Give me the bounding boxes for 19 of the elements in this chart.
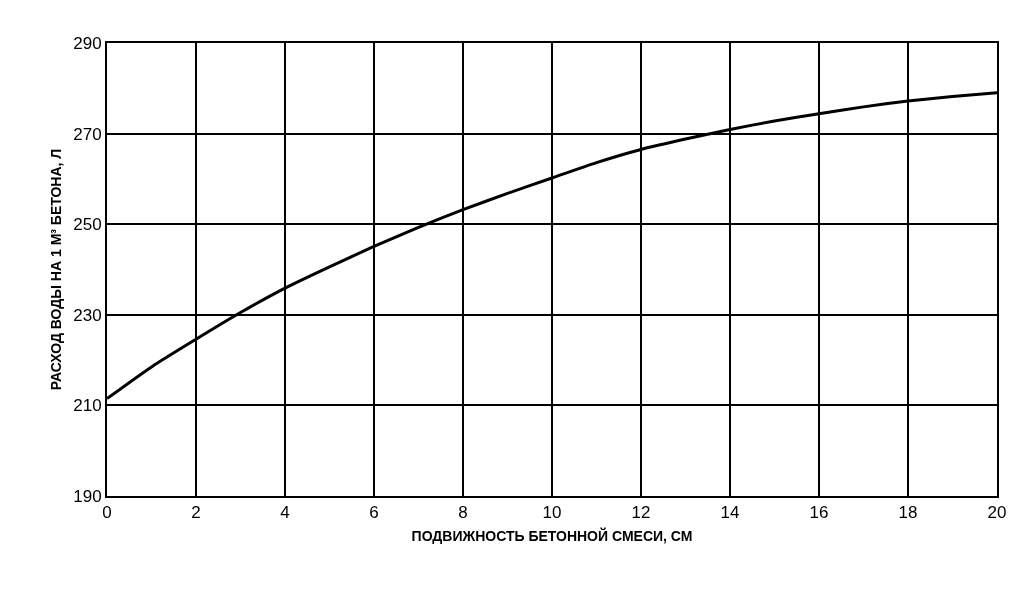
x-tick-label: 10	[542, 503, 562, 523]
y-tick-label: 230	[73, 305, 102, 325]
y-axis-title: РАСХОД ВОДЫ НА 1 М³ БЕТОНА, Л	[48, 148, 65, 391]
x-tick-label: 20	[987, 503, 1007, 523]
x-tick-label: 8	[458, 503, 468, 523]
y-tick-label: 290	[73, 33, 102, 53]
x-tick-label: 6	[369, 503, 379, 523]
y-tick-label: 250	[73, 215, 102, 235]
x-axis-title: ПОДВИЖНОСТЬ БЕТОННОЙ СМЕСИ, СМ	[411, 527, 693, 545]
y-tick-label: 210	[73, 396, 102, 416]
x-tick-label: 12	[631, 503, 651, 523]
x-tick-label: 4	[280, 503, 290, 523]
x-tick-label: 18	[898, 503, 918, 523]
x-tick-label: 14	[720, 503, 740, 523]
x-tick-label: 0	[102, 503, 112, 523]
y-tick-label: 190	[73, 486, 102, 506]
x-tick-label: 16	[809, 503, 829, 523]
y-tick-label: 270	[73, 124, 102, 144]
x-tick-label: 2	[191, 503, 201, 523]
